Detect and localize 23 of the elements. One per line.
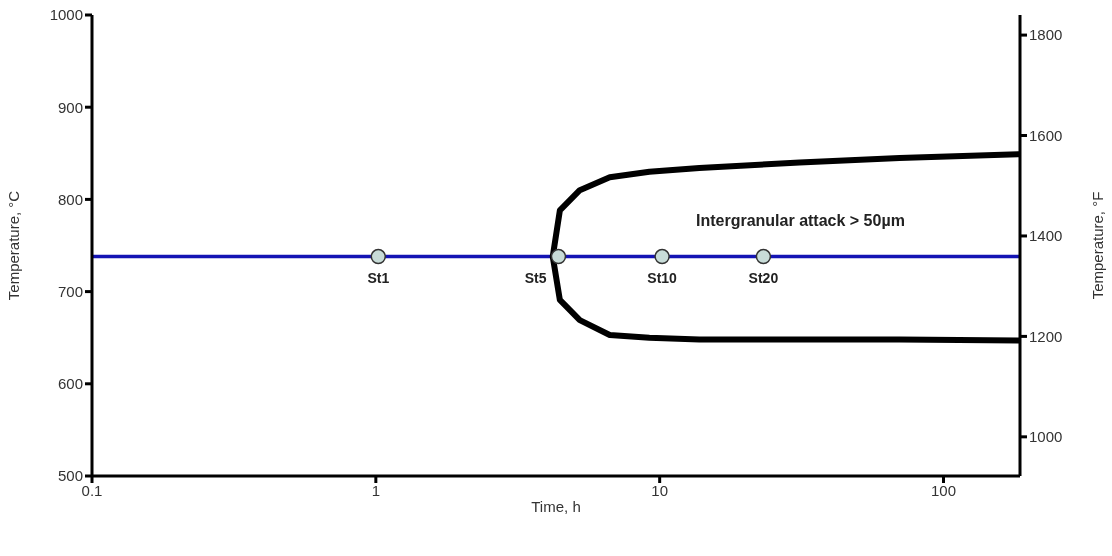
x-tick-label: 10 — [651, 481, 669, 499]
y-tick-label: 1000 — [49, 6, 83, 24]
data-label: St1 — [367, 270, 390, 287]
y2-tick-label: 1600 — [1029, 126, 1063, 144]
annotation: Intergranular attack > 50µm — [696, 212, 905, 230]
y2-tick-label: 1800 — [1029, 26, 1063, 44]
data-label: St20 — [748, 270, 779, 287]
data-label: St5 — [524, 270, 547, 287]
x-tick-label: 0.1 — [81, 481, 103, 499]
y-axis-title: Temperature, °C — [5, 190, 23, 301]
x-tick-label: 100 — [930, 481, 957, 499]
y2-axis-title: Temperature, °F — [1089, 191, 1107, 300]
x-axis-title: Time, h — [531, 498, 581, 515]
y-tick-label: 500 — [57, 467, 83, 485]
y2-tick-label: 1200 — [1029, 327, 1063, 345]
x-tick-label: 1 — [371, 481, 381, 499]
y-tick-label: 600 — [57, 375, 83, 393]
y2-tick-label: 1000 — [1029, 428, 1063, 446]
y-tick-label: 700 — [57, 282, 83, 300]
y2-tick-label: 1400 — [1029, 227, 1063, 245]
y-tick-label: 900 — [57, 98, 83, 116]
y-tick-label: 800 — [57, 190, 83, 208]
data-label: St10 — [647, 270, 678, 287]
